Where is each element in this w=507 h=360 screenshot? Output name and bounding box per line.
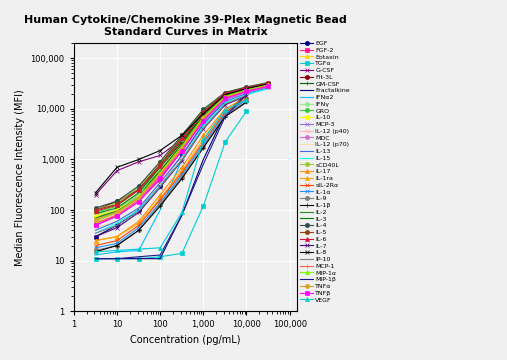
X-axis label: Concentration (pg/mL): Concentration (pg/mL) <box>130 335 241 345</box>
Y-axis label: Median Fluorescence Intensity (MFI): Median Fluorescence Intensity (MFI) <box>15 89 25 266</box>
Title: Human Cytokine/Chemokine 39-Plex Magnetic Bead
Standard Curves in Matrix: Human Cytokine/Chemokine 39-Plex Magneti… <box>24 15 347 37</box>
Legend: EGF, FGF-2, Eotaxin, TGFα, G-CSF, Flt-3L, GM-CSF, Fractalkine, IFNα2, IFNγ, GRO,: EGF, FGF-2, Eotaxin, TGFα, G-CSF, Flt-3L… <box>301 41 350 302</box>
